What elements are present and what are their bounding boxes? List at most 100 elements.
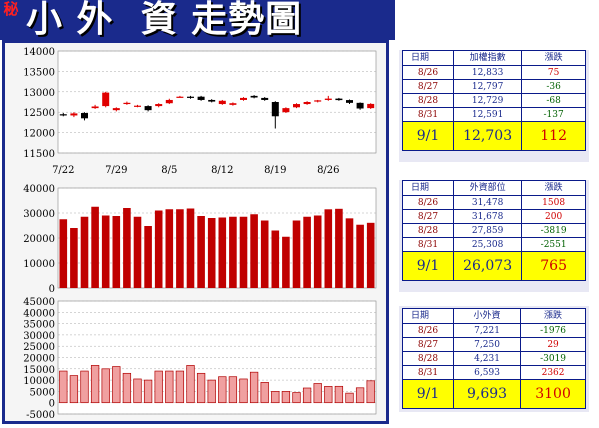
candle-body: [240, 97, 247, 100]
candle-body: [261, 97, 269, 100]
small-foreign-bar: [355, 387, 365, 404]
foreign-bar: [345, 218, 354, 288]
small-foreign-bar: [249, 371, 259, 404]
candle-body: [208, 99, 216, 102]
foreign-bar: [165, 209, 174, 288]
y-tick-label: 12000: [23, 129, 55, 140]
foreign-bar: [80, 216, 89, 288]
page-title: 小 外 資 走勢圖: [26, 0, 303, 40]
foreign-bar: [207, 218, 216, 288]
small-foreign-bar: [218, 376, 227, 404]
candle-body: [91, 106, 99, 109]
small-foreign-bar: [186, 365, 195, 404]
small-foreign-bar: [90, 365, 100, 404]
foreign-bar: [292, 220, 301, 288]
foreign-bar: [313, 215, 322, 288]
y-tick-label: 40000: [23, 308, 55, 319]
table-header-row: 日期 外資部位 漲跌: [402, 180, 586, 196]
small-foreign-bar: [324, 386, 333, 404]
table-cell-change: -3819: [521, 223, 586, 238]
small-foreign-bar: [260, 382, 269, 404]
candle-body: [303, 102, 311, 105]
secret-badge: 秘: [3, 0, 19, 18]
table-cell-value: 7,250: [452, 337, 522, 352]
y-tick-label: 35000: [23, 320, 55, 331]
y-tick-label: 10000: [23, 259, 55, 270]
candle-body: [250, 95, 258, 98]
foreign-bar: [260, 220, 269, 288]
table-cell-value: 31,478: [452, 195, 523, 210]
table-cell-date: 8/31: [402, 237, 454, 252]
table-header-cell: 漲跌: [521, 180, 586, 196]
table-cell-change: -1976: [520, 323, 586, 338]
table-row: 8/28 12,729 -68: [402, 93, 586, 108]
table-index: 日期 加權指數 漲跌 8/26 12,833 75 8/27 12,797 -36 8/28 12,…: [402, 50, 586, 151]
candle-body: [197, 96, 205, 100]
foreign-bar: [144, 226, 152, 288]
candle-body: [59, 114, 67, 116]
table-cell-date: 8/28: [402, 223, 454, 238]
today-cell-value: 26,073: [452, 251, 523, 281]
candle-body: [271, 102, 279, 117]
small-foreign-bar: [80, 370, 89, 404]
y-tick-label: -5000: [26, 410, 55, 421]
table-cell-change: -36: [521, 79, 586, 94]
table-row: 8/28 4,231 -3019: [402, 351, 586, 366]
y-tick-label: 45000: [23, 297, 55, 308]
table-cell-date: 8/31: [402, 107, 454, 122]
y-tick-label: 14000: [23, 47, 55, 58]
candle-body: [123, 102, 131, 105]
foreign-bar: [303, 216, 311, 288]
candle-body: [155, 104, 163, 107]
table-header-cell: 加權指數: [452, 50, 523, 66]
candle-body: [293, 104, 300, 108]
candle-body: [187, 96, 194, 98]
table-row: 8/28 27,859 -3819: [402, 223, 586, 238]
small-foreign-bar: [281, 391, 291, 404]
y-tick-label: 13500: [23, 67, 55, 78]
small-foreign-bar: [112, 366, 121, 404]
candle-body: [335, 98, 343, 101]
today-cell-date: 9/1: [402, 379, 454, 409]
today-cell-date: 9/1: [402, 251, 454, 281]
table-cell-date: 8/26: [402, 195, 454, 210]
foreign-bar: [123, 208, 131, 288]
small-foreign-bar: [59, 370, 68, 404]
table-cell-value: 12,833: [452, 65, 523, 80]
table-cell-date: 8/27: [402, 209, 454, 224]
y-tick-label: 0: [49, 399, 55, 410]
small-foreign-bar: [154, 370, 163, 404]
table-cell-date: 8/27: [402, 79, 454, 94]
today-cell-change: 3100: [520, 379, 586, 409]
table-header-row: 日期 小外資 漲跌: [402, 308, 586, 324]
table-cell-value: 4,231: [452, 351, 522, 366]
table-header-cell: 日期: [402, 308, 454, 324]
charts-svg: 14000 13500 13000 12500 12000 11500 7/22 7/29 8/…: [23, 47, 377, 421]
x-tick-label: 7/22: [52, 165, 74, 176]
table-cell-value: 7,221: [452, 323, 522, 338]
candle-body: [282, 108, 290, 113]
today-cell-change: 765: [521, 251, 586, 281]
title-banner: 秘 小 外 資 走勢圖: [0, 0, 395, 40]
y-tick-label: 11500: [23, 149, 55, 160]
small-foreign-bar: [175, 370, 185, 404]
small-foreign-bar: [292, 392, 301, 404]
candle-body: [346, 100, 353, 103]
table-cell-value: 6,593: [452, 365, 522, 380]
table-cell-change: -137: [521, 107, 586, 122]
foreign-bar: [59, 219, 68, 288]
today-row: 9/1 12,703 112: [402, 121, 586, 151]
foreign-bar: [356, 224, 364, 288]
candle-body: [134, 105, 141, 107]
candle-body: [81, 113, 88, 119]
table-row: 8/27 7,250 29: [402, 337, 586, 352]
candle-body: [229, 103, 237, 105]
y-tick-label: 30000: [23, 331, 55, 342]
foreign-bar: [271, 230, 280, 288]
candle-body: [165, 99, 173, 104]
table-cell-date: 8/26: [402, 323, 454, 338]
plot-area: [57, 50, 377, 154]
x-tick-label: 8/12: [211, 165, 233, 176]
foreign-bar: [335, 208, 343, 288]
small-foreign-bar: [207, 379, 216, 404]
